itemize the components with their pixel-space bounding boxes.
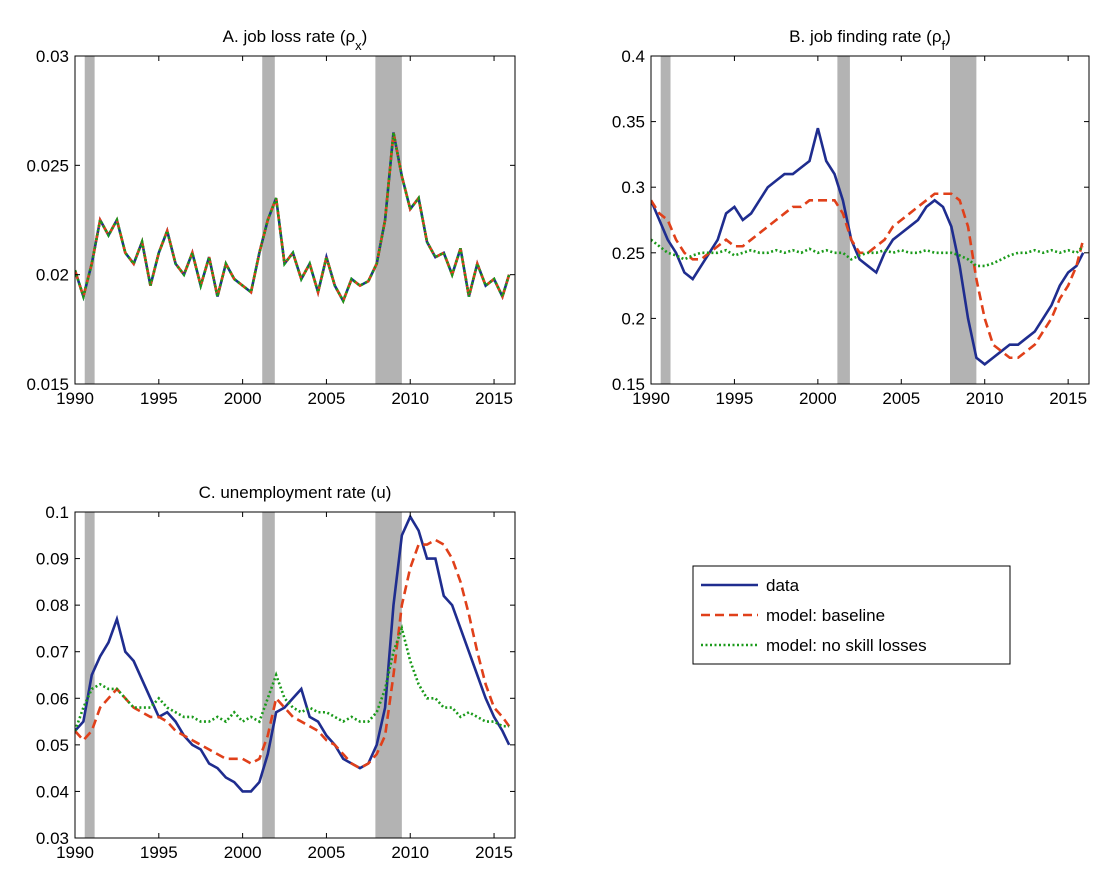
legend-label: model: baseline — [766, 606, 885, 625]
plot-area — [75, 56, 511, 384]
recession-band — [262, 512, 275, 838]
y-tick-label: 0.3 — [621, 178, 645, 197]
x-tick-label: 1990 — [56, 843, 94, 862]
y-tick-label: 0.05 — [36, 736, 69, 755]
series-line — [75, 132, 511, 304]
x-tick-label: 2015 — [475, 843, 513, 862]
y-tick-label: 0.35 — [612, 113, 645, 132]
y-tick-label: 0.07 — [36, 643, 69, 662]
legend-label: data — [766, 576, 800, 595]
series-line — [75, 132, 511, 304]
y-tick-label: 0.4 — [621, 47, 645, 66]
x-tick-label: 2000 — [799, 389, 837, 408]
recession-band — [84, 512, 95, 838]
x-tick-label: 1995 — [140, 389, 178, 408]
x-tick-label: 2015 — [475, 389, 513, 408]
x-tick-label: 2005 — [308, 389, 346, 408]
title-part: f — [942, 38, 946, 53]
series-line — [75, 538, 511, 770]
y-tick-label: 0.25 — [612, 244, 645, 263]
x-tick-label: 2010 — [391, 389, 429, 408]
series-line — [75, 513, 511, 793]
series-line — [651, 192, 1085, 360]
y-tick-label: 0.2 — [621, 309, 645, 328]
y-tick-label: 0.04 — [36, 782, 69, 801]
chart-title: B. job finding rate (ρf) — [789, 27, 951, 53]
axes-box — [650, 55, 1090, 385]
axes-box — [74, 511, 516, 839]
title-part: ) — [945, 27, 951, 46]
y-tick-label: 0.09 — [36, 550, 69, 569]
y-tick-label: 0.03 — [36, 47, 69, 66]
recession-band — [837, 56, 850, 384]
y-tick-label: 0.03 — [36, 829, 69, 848]
y-tick-label: 0.1 — [45, 503, 69, 522]
y-tick-label: 0.08 — [36, 596, 69, 615]
title-part: B. job finding rate (ρ — [789, 27, 941, 46]
x-tick-label: 1995 — [716, 389, 754, 408]
legend-label: model: no skill losses — [766, 636, 927, 655]
plot-area — [651, 56, 1085, 384]
series-line — [75, 132, 511, 304]
recession-band — [375, 56, 402, 384]
y-tick-label: 0.015 — [26, 375, 69, 394]
plot-area — [75, 512, 511, 838]
title-part: x — [355, 38, 362, 53]
y-tick-label: 0.06 — [36, 689, 69, 708]
x-tick-label: 2000 — [224, 389, 262, 408]
recession-band — [660, 56, 671, 384]
chart-title: A. job loss rate (ρx) — [223, 27, 368, 53]
series-line — [651, 127, 1085, 366]
x-tick-label: 2000 — [224, 843, 262, 862]
title-part: A. job loss rate (ρ — [223, 27, 356, 46]
x-tick-label: 1990 — [632, 389, 670, 408]
y-tick-label: 0.02 — [36, 266, 69, 285]
x-tick-label: 1990 — [56, 389, 94, 408]
x-tick-label: 2010 — [966, 389, 1004, 408]
x-tick-label: 2015 — [1049, 389, 1087, 408]
x-tick-label: 2005 — [308, 843, 346, 862]
series-line — [651, 238, 1085, 268]
axes-box — [74, 55, 516, 385]
title-part: ) — [362, 27, 368, 46]
x-tick-label: 2005 — [882, 389, 920, 408]
recession-band — [84, 56, 95, 384]
y-tick-label: 0.025 — [26, 156, 69, 175]
x-tick-label: 1995 — [140, 843, 178, 862]
recession-band — [950, 56, 977, 384]
chart-title: C. unemployment rate (u) — [199, 483, 392, 502]
x-tick-label: 2010 — [391, 843, 429, 862]
y-tick-label: 0.15 — [612, 375, 645, 394]
